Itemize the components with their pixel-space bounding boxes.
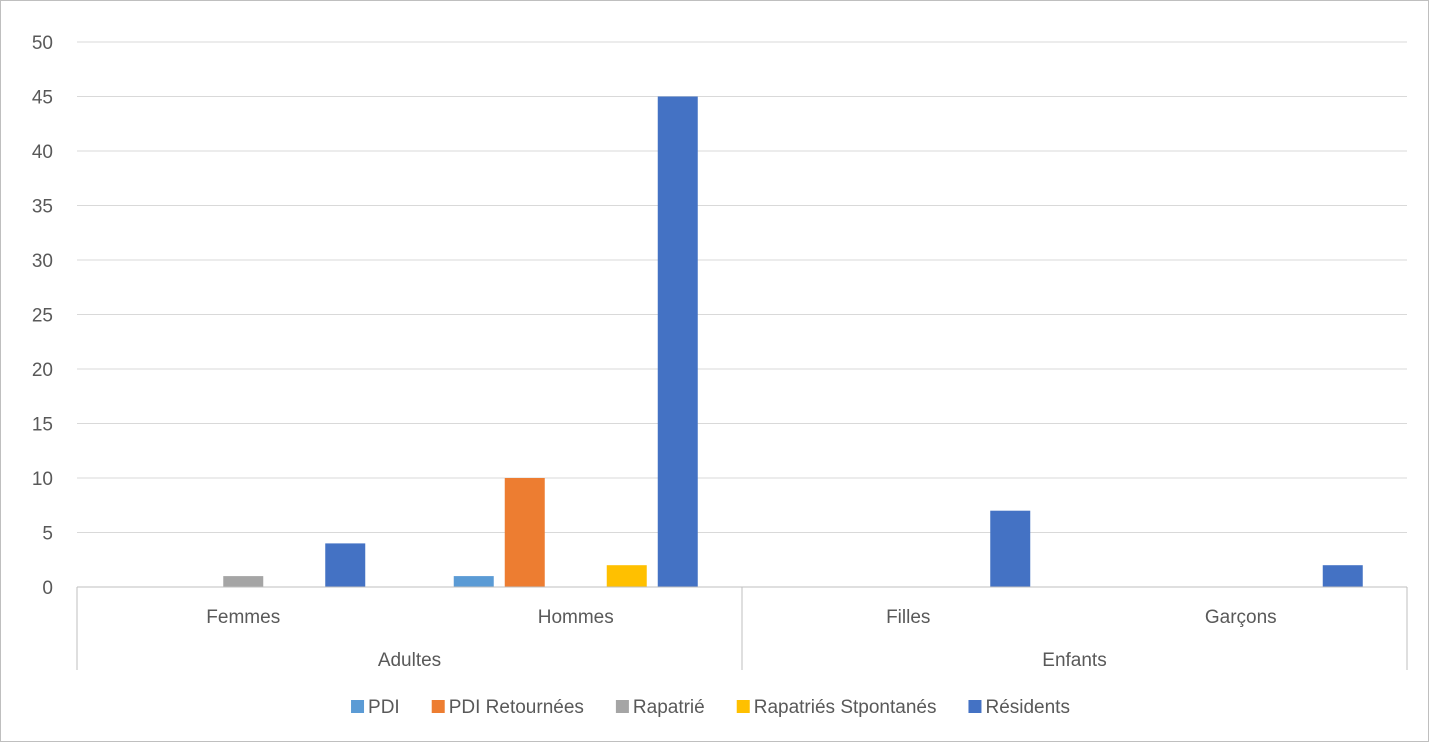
x-axis: Femmes Hommes Filles Garçons Adultes Enfants [76, 586, 1408, 671]
y-axis: 0 5 10 15 20 25 30 35 40 45 50 [32, 33, 53, 599]
y-tick-label: 50 [32, 33, 53, 54]
y-tick-label: 10 [32, 469, 53, 490]
y-tick-label: 45 [32, 88, 53, 109]
y-tick-label: 5 [42, 524, 53, 545]
bar-rapatri-s-stpontan-s-1 [606, 565, 647, 587]
y-tick-label: 15 [32, 415, 53, 436]
legend-swatch [615, 700, 629, 713]
x-category-label: Garçons [1205, 607, 1277, 628]
y-tick-label: 20 [32, 360, 53, 381]
y-tick-label: 25 [32, 306, 53, 327]
x-category-label: Femmes [206, 607, 280, 628]
x-category-label: Filles [886, 607, 930, 628]
y-tick-label: 0 [42, 578, 53, 599]
bar-pdi-retourn-es-1 [504, 478, 545, 587]
bars [223, 96, 1363, 587]
legend-label: Résidents [985, 697, 1070, 718]
gridlines [77, 41, 1407, 533]
legend-label: PDI Retournées [449, 697, 584, 718]
legend-label: Rapatrié [633, 697, 705, 718]
legend-label: Rapatriés Stpontanés [754, 697, 937, 718]
legend-swatch [736, 700, 750, 713]
x-category-label: Hommes [538, 607, 614, 628]
bar-r-sidents-3 [1322, 565, 1363, 587]
x-group-label: Adultes [378, 650, 441, 671]
bar-pdi-1 [453, 576, 494, 587]
bar-r-sidents-1 [657, 96, 698, 587]
y-tick-label: 35 [32, 197, 53, 218]
y-tick-label: 30 [32, 251, 53, 272]
legend: PDI PDI Retournées Rapatrié Rapatriés Stpon… [351, 697, 1070, 718]
bar-rapatri--0 [223, 576, 264, 587]
legend-label: PDI [368, 697, 400, 718]
legend-swatch [431, 700, 445, 713]
bar-r-sidents-2 [990, 510, 1031, 587]
y-tick-label: 40 [32, 142, 53, 163]
legend-swatch [351, 700, 365, 713]
legend-swatch [968, 700, 982, 713]
x-group-label: Enfants [1042, 650, 1106, 671]
bar-r-sidents-0 [325, 543, 366, 587]
